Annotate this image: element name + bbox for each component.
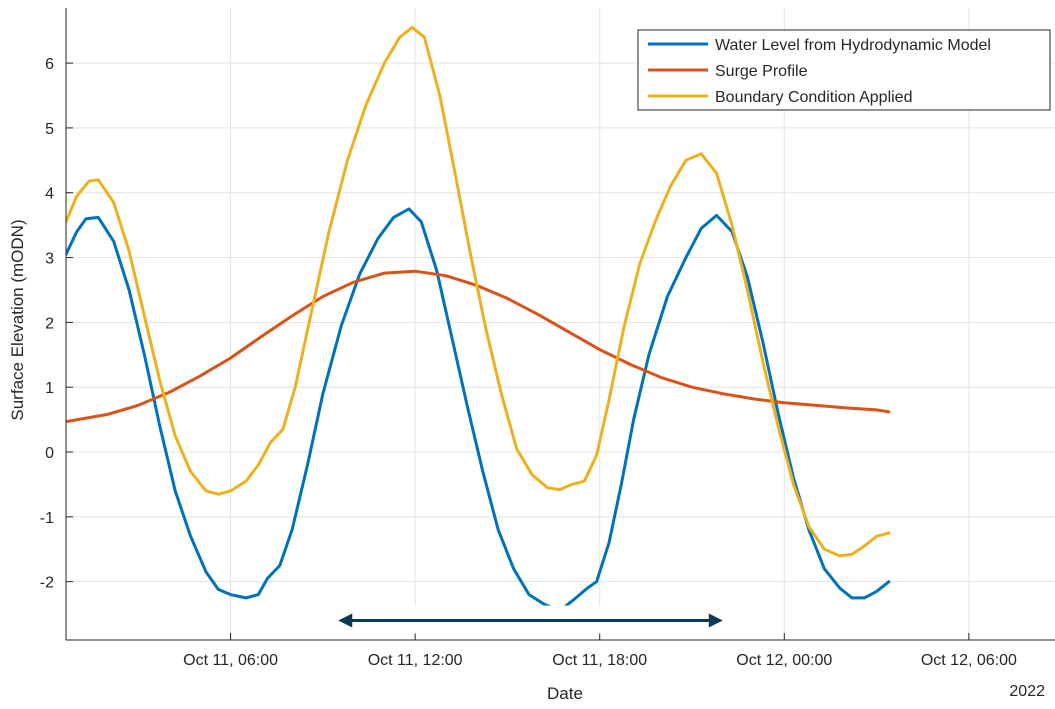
x-axis-label: Date: [547, 684, 583, 703]
y-tick-label: 6: [45, 56, 54, 73]
y-tick-label: 3: [45, 251, 54, 268]
y-axis-label: Surface Elevation (mODN): [8, 219, 27, 420]
x-tick-label: Oct 12, 06:00: [921, 652, 1017, 669]
plot-area: [66, 25, 891, 613]
y-tick-label: 1: [45, 380, 54, 397]
y-tick-label: 2: [45, 315, 54, 332]
legend-label-2: Surge Profile: [715, 63, 808, 80]
annotation: Indicative 12 hours: [323, 605, 738, 634]
y-tick-label: 5: [45, 121, 54, 138]
series-line-3: [66, 25, 891, 558]
axes: Oct 11, 06:00 Oct 11, 12:00 Oct 11, 18:00 O…: [40, 8, 1055, 669]
annotation-arrow-head-right: [708, 613, 723, 628]
x-tick-label: Oct 11, 06:00: [183, 652, 278, 669]
x-tick-label: Oct 11, 18:00: [552, 652, 647, 669]
legend-label-1: Water Level from Hydrodynamic Model: [715, 37, 991, 54]
x-tick-label: Oct 12, 00:00: [736, 652, 832, 669]
legend: Water Level from Hydrodynamic Model Surge…: [637, 29, 1051, 111]
grid-lines: [66, 8, 1055, 640]
y-tick-label: 4: [45, 186, 54, 203]
y-tick-label: -2: [40, 575, 54, 592]
y-tick-label: 0: [45, 445, 54, 462]
annotation-arrow-head-left: [338, 613, 353, 628]
y-tick-label: -1: [40, 510, 54, 527]
x-tick-label: Oct 11, 12:00: [368, 652, 463, 669]
series-line-1: [66, 207, 891, 613]
x-axis-year-label: 2022: [1009, 683, 1045, 700]
legend-label-3: Boundary Condition Applied: [715, 89, 912, 106]
series-line-2: [66, 269, 891, 424]
